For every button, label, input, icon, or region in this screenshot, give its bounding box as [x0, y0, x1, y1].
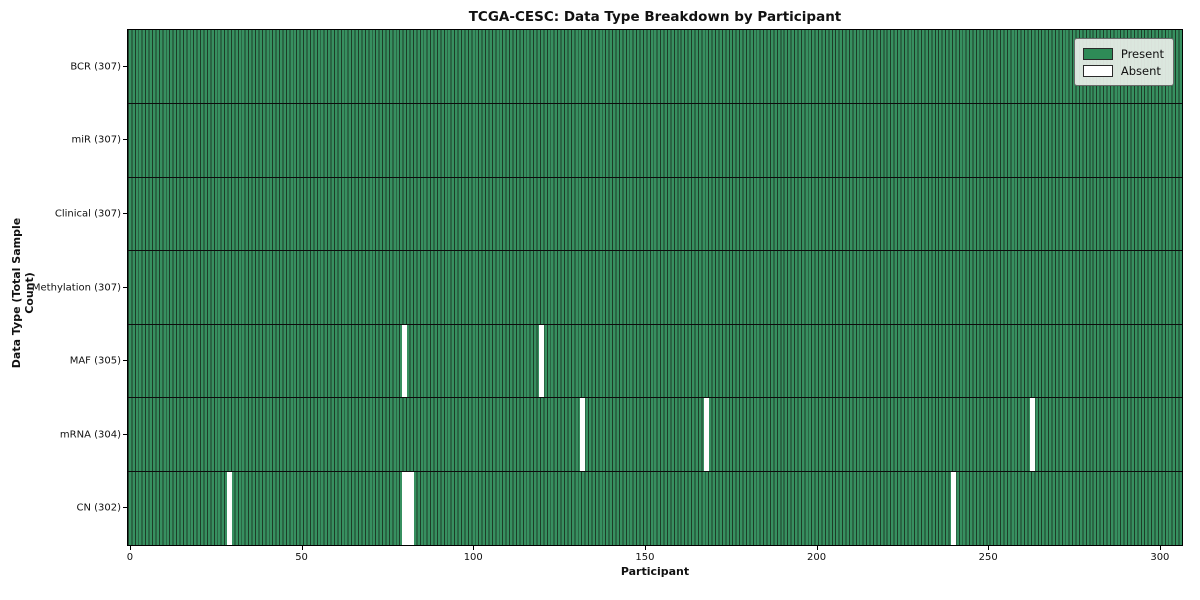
- x-tick-mark: [1159, 546, 1161, 551]
- x-tick-label-250: 250: [978, 552, 998, 563]
- absent-gap-CN-240: [951, 471, 957, 545]
- x-tick-mark: [988, 546, 990, 551]
- absent-gap-CN-80: [401, 471, 407, 545]
- y-tick-label-BCR: BCR (307): [70, 61, 121, 73]
- row-separator: [128, 323, 1182, 325]
- plot-area: Present Absent: [127, 29, 1183, 546]
- row-separator: [128, 176, 1182, 178]
- y-tick-label-MAF: MAF (305): [69, 355, 121, 367]
- absent-gap-CN-29: [226, 471, 232, 545]
- y-tick-mark: [123, 286, 127, 288]
- x-tick-label-50: 50: [295, 552, 308, 563]
- chart-title: TCGA-CESC: Data Type Breakdown by Partic…: [468, 9, 842, 25]
- x-tick-mark: [301, 546, 303, 551]
- absent-gap-mRNA-263: [1030, 397, 1036, 472]
- y-tick-mark: [123, 360, 127, 362]
- x-tick-mark: [473, 546, 475, 551]
- y-tick-mark: [123, 65, 127, 67]
- legend: Present Absent: [1073, 38, 1174, 86]
- row-separator: [128, 250, 1182, 252]
- x-tick-label-150: 150: [635, 552, 655, 563]
- x-tick-label-0: 0: [126, 552, 134, 563]
- y-tick-label-CN: CN (302): [76, 502, 121, 514]
- x-tick-label-100: 100: [463, 552, 483, 563]
- legend-item-present: Present: [1082, 45, 1164, 62]
- row-separator: [128, 470, 1182, 473]
- y-tick-mark: [123, 212, 127, 214]
- y-tick-label-Methylation: Methylation (307): [31, 282, 121, 293]
- absent-swatch-icon: [1082, 64, 1113, 77]
- absent-gap-MAF-80: [401, 324, 407, 398]
- y-tick-label-miR: miR (307): [71, 134, 121, 146]
- row-separator: [128, 397, 1182, 399]
- absent-gap-mRNA-168: [703, 397, 709, 472]
- x-axis-label: Participant: [620, 565, 690, 578]
- y-tick-label-mRNA: mRNA (304): [59, 429, 121, 441]
- absent-gap-MAF-120: [539, 324, 545, 398]
- x-tick-mark: [644, 546, 646, 551]
- x-tick-mark: [129, 546, 131, 551]
- x-tick-label-200: 200: [807, 552, 827, 563]
- x-tick-label-300: 300: [1150, 552, 1170, 563]
- y-tick-mark: [123, 433, 127, 435]
- present-swatch-icon: [1082, 47, 1113, 60]
- absent-gap-CN-82: [408, 471, 414, 545]
- legend-label-present: Present: [1120, 46, 1164, 61]
- absent-gap-mRNA-132: [580, 397, 586, 472]
- y-axis-label: Data Type (Total Sample Count): [10, 217, 36, 369]
- legend-label-absent: Absent: [1120, 63, 1161, 78]
- x-tick-mark: [816, 546, 818, 551]
- y-tick-label-Clinical: Clinical (307): [54, 208, 121, 220]
- y-tick-mark: [123, 139, 127, 141]
- absent-gap-CN-81: [405, 471, 411, 545]
- row-separator: [128, 102, 1182, 105]
- y-tick-mark: [123, 507, 127, 509]
- legend-item-absent: Absent: [1082, 62, 1164, 79]
